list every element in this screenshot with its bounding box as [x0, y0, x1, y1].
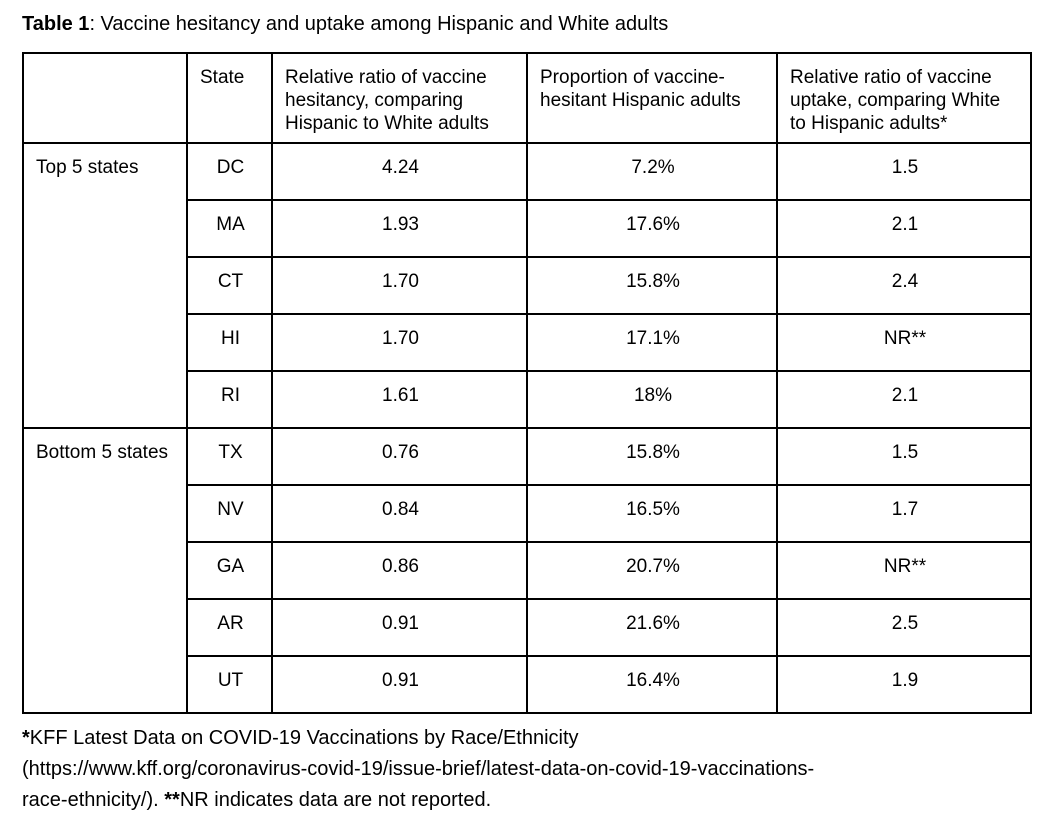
footnote-source-text: KFF Latest Data on COVID-19 Vaccinations… — [29, 727, 579, 749]
cell-proportion: 20.7% — [526, 541, 778, 600]
cell-state: NV — [186, 484, 273, 543]
footnote-url-end: race-ethnicity/). — [22, 789, 165, 811]
footnote-marker-1: * — [22, 727, 30, 749]
header-row: State Relative ratio of vaccine hesitanc… — [22, 52, 1032, 144]
cell-hesitancy-ratio: 0.76 — [271, 427, 528, 486]
col-header-hesitancy-ratio: Relative ratio of vaccine hesitancy, com… — [271, 52, 528, 144]
cell-uptake-ratio: 2.4 — [776, 256, 1032, 315]
col-header-uptake-ratio: Relative ratio of vaccine uptake, compar… — [776, 52, 1032, 144]
row-group-label-top5: Top 5 states — [22, 142, 188, 429]
cell-hesitancy-ratio: 1.61 — [271, 370, 528, 429]
cell-state: GA — [186, 541, 273, 600]
footnote-line-3: race-ethnicity/). **NR indicates data ar… — [22, 785, 1032, 816]
table-title: Table 1: Vaccine hesitancy and uptake am… — [22, 12, 1064, 36]
cell-proportion: 17.1% — [526, 313, 778, 372]
table-row: MA 1.93 17.6% 2.1 — [23, 199, 1032, 258]
cell-uptake-ratio: 2.5 — [776, 598, 1032, 657]
cell-uptake-ratio: 1.5 — [776, 427, 1032, 486]
table-title-rest: : Vaccine hesitancy and uptake among His… — [89, 13, 669, 35]
cell-proportion: 16.4% — [526, 655, 778, 714]
footnote-marker-2: ** — [164, 789, 180, 811]
cell-state: TX — [186, 427, 273, 486]
cell-hesitancy-ratio: 1.70 — [271, 256, 528, 315]
cell-state: HI — [186, 313, 273, 372]
cell-proportion: 7.2% — [526, 142, 778, 201]
cell-state: CT — [186, 256, 273, 315]
cell-hesitancy-ratio: 0.86 — [271, 541, 528, 600]
table-row: Bottom 5 states TX 0.76 15.8% 1.5 — [22, 427, 1032, 714]
cell-proportion: 18% — [526, 370, 778, 429]
table-row: GA 0.86 20.7% NR** — [23, 541, 1032, 600]
cell-hesitancy-ratio: 4.24 — [271, 142, 528, 201]
cell-state: RI — [186, 370, 273, 429]
cell-proportion: 16.5% — [526, 484, 778, 543]
footnote-line-1: *KFF Latest Data on COVID-19 Vaccination… — [22, 723, 1032, 754]
col-header-proportion: Proportion of vaccine-hesitant Hispanic … — [526, 52, 778, 144]
cell-hesitancy-ratio: 0.91 — [271, 598, 528, 657]
cell-uptake-ratio: NR** — [776, 541, 1032, 600]
table-row: RI 1.61 18% 2.1 — [23, 370, 1032, 429]
cell-uptake-ratio: 2.1 — [776, 370, 1032, 429]
table-row: UT 0.91 16.4% 1.9 — [23, 655, 1032, 714]
cell-state: UT — [186, 655, 273, 714]
cell-proportion: 21.6% — [526, 598, 778, 657]
cell-proportion: 15.8% — [526, 427, 778, 486]
cell-hesitancy-ratio: 1.93 — [271, 199, 528, 258]
col-header-state: State — [186, 52, 273, 144]
cell-hesitancy-ratio: 0.84 — [271, 484, 528, 543]
cell-proportion: 15.8% — [526, 256, 778, 315]
footnote-url-text: (https://www.kff.org/coronavirus-covid-1… — [22, 758, 815, 780]
cell-uptake-ratio: 1.7 — [776, 484, 1032, 543]
footnote: *KFF Latest Data on COVID-19 Vaccination… — [22, 723, 1032, 816]
table-row: NV 0.84 16.5% 1.7 — [23, 484, 1032, 543]
table-row: Top 5 states DC 4.24 7.2% 1.5 — [22, 142, 1032, 429]
cell-uptake-ratio: 1.9 — [776, 655, 1032, 714]
cell-state: DC — [186, 142, 273, 201]
col-header-group — [22, 52, 188, 144]
cell-proportion: 17.6% — [526, 199, 778, 258]
data-table: State Relative ratio of vaccine hesitanc… — [22, 52, 1032, 714]
cell-state: AR — [186, 598, 273, 657]
footnote-nr-text: NR indicates data are not reported. — [179, 789, 492, 811]
cell-state: MA — [186, 199, 273, 258]
cell-uptake-ratio: NR** — [776, 313, 1032, 372]
table-row: HI 1.70 17.1% NR** — [23, 313, 1032, 372]
cell-hesitancy-ratio: 1.70 — [271, 313, 528, 372]
cell-hesitancy-ratio: 0.91 — [271, 655, 528, 714]
cell-uptake-ratio: 1.5 — [776, 142, 1032, 201]
cell-uptake-ratio: 2.1 — [776, 199, 1032, 258]
table-row: CT 1.70 15.8% 2.4 — [23, 256, 1032, 315]
row-group-label-bottom5: Bottom 5 states — [22, 427, 188, 714]
table-row: AR 0.91 21.6% 2.5 — [23, 598, 1032, 657]
table-title-label: Table 1 — [22, 13, 90, 35]
